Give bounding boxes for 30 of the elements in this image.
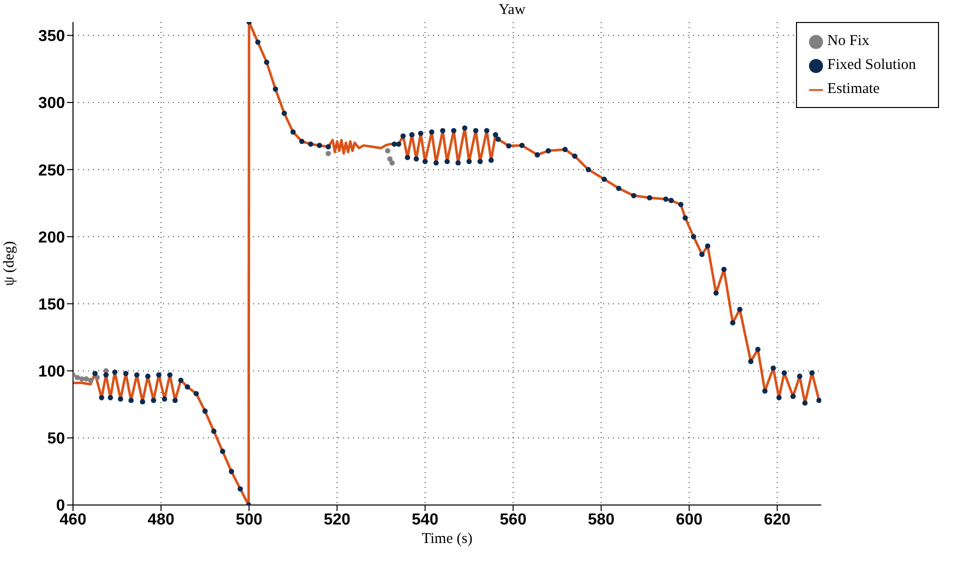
- x-axis-title: Time (s): [422, 531, 472, 547]
- x-tick-label: 620: [764, 511, 791, 528]
- point: [387, 156, 393, 162]
- y-tick-label: 100: [38, 364, 66, 381]
- x-tick-label: 600: [676, 511, 703, 528]
- y-tick-label: 200: [38, 229, 66, 246]
- x-tick-label: 500: [236, 511, 262, 528]
- point: [88, 378, 94, 383]
- x-tick-label: 580: [588, 511, 615, 528]
- point: [94, 374, 100, 380]
- chart-title: Yaw: [498, 2, 526, 19]
- point: [79, 376, 84, 382]
- legend-label: Fixed Solution: [827, 57, 916, 73]
- y-tick-label: 50: [47, 430, 66, 448]
- y-tick-label: 300: [38, 95, 66, 112]
- x-tick-label: 520: [324, 511, 351, 528]
- x-tick-label: 560: [500, 511, 527, 528]
- y-tick-label: 350: [38, 28, 66, 46]
- y-tick-label: 150: [38, 296, 66, 314]
- y-tick-label: 250: [38, 162, 66, 180]
- point: [84, 376, 89, 382]
- point: [74, 374, 80, 380]
- point: [326, 150, 331, 156]
- point: [385, 148, 390, 154]
- x-tick-label: 480: [148, 511, 174, 528]
- legend-label: Estimate: [827, 81, 880, 97]
- x-tick-label: 540: [412, 511, 439, 528]
- y-axis-title: ψ (deg): [1, 241, 18, 286]
- point: [389, 160, 395, 166]
- legend-label: No Fix: [827, 33, 870, 49]
